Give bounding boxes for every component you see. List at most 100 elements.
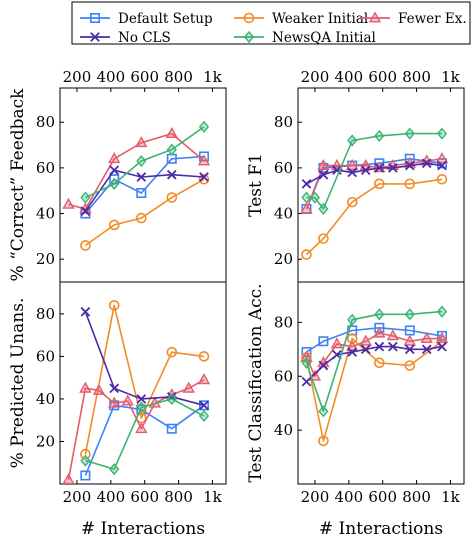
y-tick-label: 20 [36, 432, 55, 450]
x-tick-label: 400 [96, 68, 125, 86]
series-line [306, 132, 442, 210]
data-point [437, 160, 447, 171]
data-point [136, 154, 147, 168]
data-point [80, 191, 91, 204]
data-point [436, 127, 448, 140]
x-tick-label: 1k [203, 68, 223, 86]
series-newsqa-initial [80, 392, 210, 476]
y-tick-label: 60 [274, 367, 293, 385]
y-tick-label: 40 [274, 421, 293, 439]
data-point [108, 396, 121, 408]
data-point [317, 158, 330, 171]
x-tick-label: 1k [441, 68, 461, 86]
y-axis-label: Test F1 [246, 153, 266, 217]
legend-entry: Fewer Ex. [360, 11, 467, 27]
x-tick-label: 800 [402, 488, 431, 506]
data-point [346, 340, 359, 352]
plot-frame [59, 281, 227, 485]
data-point [166, 392, 177, 406]
panel-1: 20 40 60 80 200 400 600 800 1k % “Correct” Feedba… [8, 68, 227, 283]
x-tick-label: 400 [334, 488, 363, 506]
series-no-cls [80, 306, 209, 411]
y-axis-label: % Predicted Unans. [8, 298, 28, 469]
series-line [306, 162, 443, 185]
legend-label: No CLS [118, 30, 171, 46]
data-point [80, 448, 91, 460]
legend-entry: NewsQA Initial [234, 30, 376, 46]
series-line [84, 178, 205, 247]
series-line [305, 337, 443, 442]
data-point [404, 360, 416, 371]
x-axis-label: # Interactions [319, 519, 443, 536]
legend-frame [71, 1, 471, 45]
legend-label: Weaker Initial [272, 11, 368, 27]
data-point [198, 351, 210, 362]
data-point [374, 178, 385, 190]
data-point [109, 177, 120, 190]
y-tick-label: 60 [274, 159, 293, 177]
data-point [198, 120, 210, 133]
y-tick-label: 80 [274, 113, 293, 131]
data-point [388, 163, 398, 173]
data-point [374, 163, 385, 173]
data-point [421, 158, 432, 169]
data-point [197, 154, 211, 166]
data-point [300, 350, 313, 362]
series-fewer-ex- [62, 127, 211, 214]
data-point [165, 127, 178, 139]
data-point [136, 401, 147, 414]
data-point [346, 196, 358, 208]
legend-label: Fewer Ex. [398, 11, 467, 27]
data-point [373, 326, 386, 338]
y-tick-label: 60 [36, 159, 55, 177]
series-newsqa-initial [301, 127, 448, 216]
y-tick-label: 80 [36, 113, 55, 131]
data-point [346, 158, 359, 171]
x-tick-label: 400 [96, 488, 125, 506]
data-point [136, 187, 147, 198]
legend-marker [90, 32, 100, 42]
plot-frame [59, 87, 227, 283]
series-newsqa-initial [80, 120, 210, 204]
data-point [436, 330, 447, 341]
series-line [85, 126, 205, 199]
series-line [84, 155, 205, 215]
data-point [199, 172, 209, 182]
legend-entry: No CLS [80, 30, 171, 46]
series-no-cls [301, 341, 447, 387]
data-point [135, 136, 148, 148]
data-point [374, 322, 385, 333]
series-line [305, 158, 443, 210]
data-point [92, 383, 106, 395]
data-point [318, 336, 329, 347]
plot-frame [297, 87, 465, 283]
data-point [109, 463, 120, 476]
data-point [121, 394, 134, 406]
data-point [198, 409, 210, 423]
data-point [62, 197, 75, 209]
data-point [437, 341, 447, 352]
data-point [404, 160, 415, 171]
data-point [360, 344, 371, 355]
data-point [62, 473, 75, 484]
data-point [166, 169, 177, 180]
series-weaker-initial [80, 173, 210, 251]
data-point [136, 172, 147, 182]
data-point [360, 165, 371, 176]
data-point [435, 152, 449, 164]
data-point [403, 334, 416, 346]
data-point [318, 233, 329, 244]
x-tick-label: 200 [301, 488, 330, 506]
x-axis-label: # Interactions [81, 519, 205, 536]
data-point [347, 134, 358, 147]
y-tick-label: 60 [36, 347, 55, 365]
y-tick-label: 80 [36, 305, 55, 323]
series-line [305, 345, 443, 383]
data-point [301, 356, 312, 369]
series-line [85, 398, 205, 470]
data-point [404, 344, 415, 355]
data-point [80, 306, 91, 317]
x-tick-label: 1k [203, 488, 223, 506]
legend-label: Default Setup [118, 11, 213, 27]
